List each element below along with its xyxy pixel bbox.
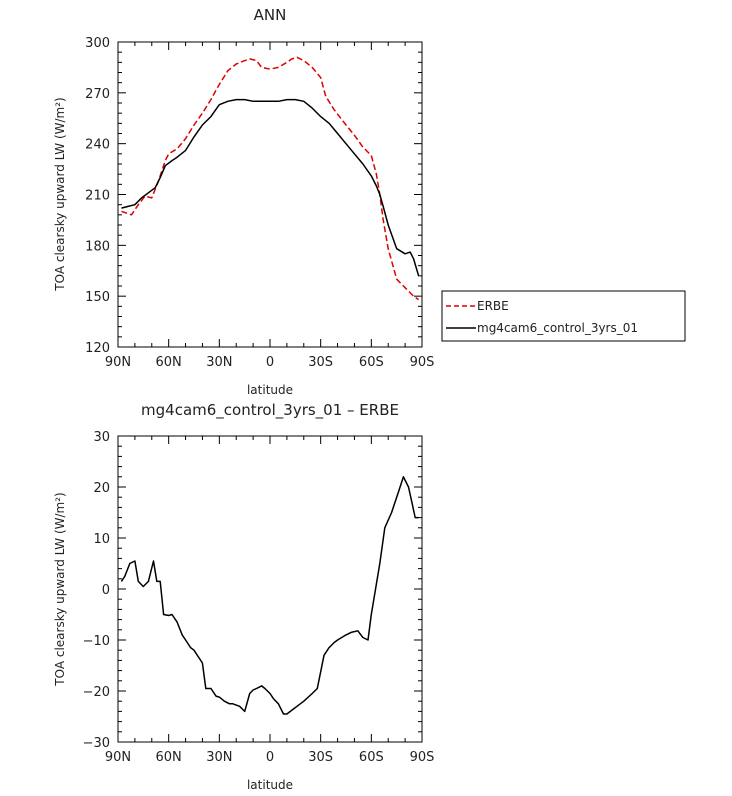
legend-label-erbe: ERBE (477, 299, 509, 313)
top-ytick-label: 120 (85, 341, 110, 356)
bottom-axis-ticks: −30 −20 −10 0 10 20 30 90N 60N 30N 0 30S 60S 90S (83, 430, 435, 765)
top-series-line-0 (121, 56, 420, 301)
legend: ERBE mg4cam6_control_3yrs_01 (441, 290, 686, 342)
top-series-line-1 (121, 98, 420, 277)
bottom-ytick-label: 0 (102, 583, 110, 598)
bottom-chart-title: mg4cam6_control_3yrs_01 – ERBE (141, 401, 399, 420)
bottom-plot-frame (117, 435, 423, 743)
top-xtick-label: 30N (206, 355, 232, 370)
bottom-xtick-label: 0 (266, 750, 274, 765)
bottom-xtick-label: 90N (105, 750, 131, 765)
bottom-panel: mg4cam6_control_3yrs_01 – ERBE TOA clear… (53, 401, 434, 792)
bottom-y-axis-label: TOA clearsky upward LW (W/m²) (53, 492, 67, 686)
top-xtick-label: 30S (308, 355, 333, 370)
bottom-ytick-label: 20 (93, 481, 110, 496)
top-ytick-label: 270 (85, 87, 110, 102)
top-panel: ANN TOA clearsky upward LW (W/m²) latitu… (53, 6, 434, 397)
bottom-ytick-label: −30 (83, 736, 110, 751)
top-series-lines (121, 56, 420, 301)
top-xtick-label: 0 (266, 355, 274, 370)
top-axis-ticks: 120 150 180 210 240 270 300 90N 60N 30N 0 30S 60S 90S (85, 36, 434, 370)
top-xtick-label: 90S (410, 355, 435, 370)
top-ytick-label: 180 (85, 239, 110, 254)
bottom-xtick-label: 30N (206, 750, 232, 765)
bottom-x-axis-label: latitude (247, 778, 293, 792)
top-ytick-label: 150 (85, 290, 110, 305)
legend-box (441, 290, 686, 342)
bottom-ytick-label: −10 (83, 634, 110, 649)
bottom-series-lines (120, 476, 419, 715)
legend-label-model: mg4cam6_control_3yrs_01 (477, 321, 638, 335)
bottom-series-line-0 (120, 476, 419, 715)
top-x-axis-label: latitude (247, 383, 293, 397)
bottom-xtick-label: 60N (156, 750, 182, 765)
top-ytick-label: 210 (85, 189, 110, 204)
top-ytick-label: 300 (85, 36, 110, 51)
top-xtick-label: 90N (105, 355, 131, 370)
bottom-ytick-label: 10 (93, 532, 110, 547)
top-xtick-label: 60N (156, 355, 182, 370)
bottom-xtick-label: 30S (308, 750, 333, 765)
bottom-ytick-label: 30 (93, 430, 110, 445)
bottom-xtick-label: 60S (359, 750, 384, 765)
bottom-ytick-label: −20 (83, 685, 110, 700)
top-chart-title: ANN (254, 6, 287, 24)
top-xtick-label: 60S (359, 355, 384, 370)
bottom-xtick-label: 90S (410, 750, 435, 765)
top-y-axis-label: TOA clearsky upward LW (W/m²) (53, 97, 67, 291)
top-ytick-label: 240 (85, 138, 110, 153)
top-plot-frame (117, 41, 423, 348)
